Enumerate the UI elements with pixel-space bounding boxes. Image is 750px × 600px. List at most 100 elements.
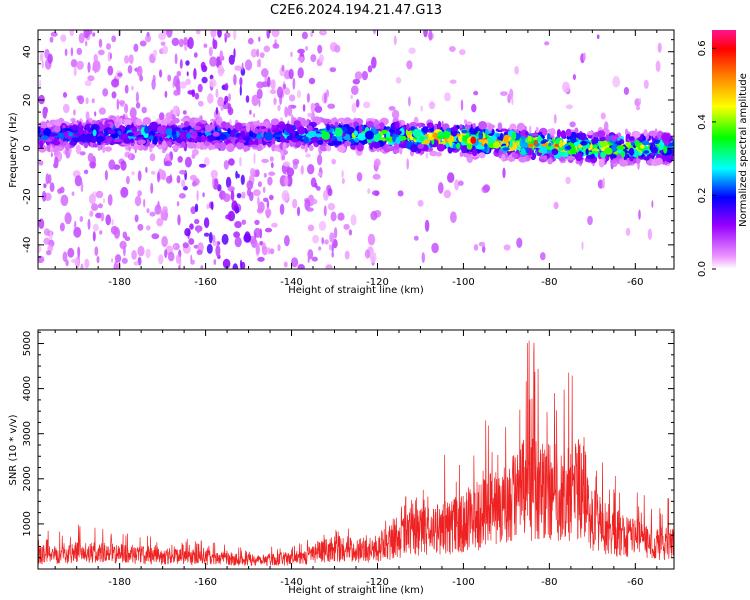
heatmap-speckle: [241, 219, 247, 225]
heatmap-speckle: [184, 228, 191, 237]
heatmap-ridge-cell: [62, 124, 66, 129]
heatmap-speckle: [282, 83, 286, 90]
colorbar: 0.0 0.2 0.4 0.6 Normalized spectral amplitu…: [697, 30, 749, 277]
heatmap-ridge-cell: [315, 133, 323, 138]
heatmap-ridge-cell: [327, 138, 333, 143]
heatmap-ridge-cell: [629, 156, 634, 162]
heatmap-speckle: [79, 151, 86, 156]
heatmap-ridge-cell: [65, 143, 70, 151]
heatmap-speckle: [314, 105, 323, 113]
heatmap-speckle: [165, 209, 168, 221]
heatmap-ridge-cell: [472, 149, 478, 157]
heatmap-speckle: [444, 92, 451, 102]
heatmap-ridge-cell: [218, 133, 227, 140]
heatmap-speckle: [151, 233, 160, 240]
snr-xlabel: Height of straight line (km): [288, 585, 424, 596]
heatmap-speckle: [372, 173, 381, 180]
heatmap-ridge-cell: [180, 141, 186, 148]
heatmap-ridge-cell: [643, 156, 650, 161]
heatmap-speckle: [623, 87, 630, 95]
heatmap-ridge-cell: [200, 136, 206, 142]
heatmap-speckle: [47, 53, 53, 64]
heatmap-ridge-cell: [386, 145, 395, 149]
heatmap-speckle: [323, 205, 327, 217]
heatmap-ridge-cell: [240, 130, 245, 136]
heatmap-speckle: [124, 55, 129, 64]
heatmap-speckle: [70, 117, 76, 123]
heatmap-speckle: [111, 91, 117, 99]
heatmap-ridge-cell: [535, 126, 539, 134]
heatmap-speckle: [317, 44, 323, 54]
heatmap-speckle: [257, 181, 262, 188]
heatmap-ridge-cell: [668, 142, 674, 147]
heatmap-ridge-cell: [119, 117, 123, 126]
heatmap-ridge-cell: [536, 137, 543, 142]
heatmap-ridge-cell: [534, 140, 538, 146]
colorbar-gradient: [712, 30, 736, 269]
heatmap-speckle: [438, 182, 444, 194]
heatmap-speckle: [220, 106, 224, 111]
heatmap-speckle: [102, 88, 109, 97]
heatmap-speckle: [253, 152, 256, 165]
heatmap-speckle: [158, 254, 164, 265]
heatmap-ridge-cell: [248, 139, 254, 146]
heatmap-ridge-cell: [249, 144, 259, 148]
heatmap-ridge-cell: [570, 131, 577, 139]
heatmap-speckle: [75, 144, 82, 155]
heatmap-ridge-cell: [106, 136, 113, 142]
heatmap-ridge-cell: [487, 124, 496, 129]
heatmap-speckle: [106, 43, 111, 50]
colorbar-ticks: 0.0 0.2 0.4 0.6: [697, 40, 716, 277]
heatmap-speckle: [221, 233, 229, 245]
heatmap-speckle: [596, 34, 600, 39]
heatmap-speckle: [421, 252, 425, 264]
heatmap-speckle: [319, 54, 324, 63]
heatmap-speckle: [77, 95, 85, 105]
heatmap-speckle: [200, 61, 206, 70]
x-tick-label: -180: [108, 277, 131, 288]
heatmap-ridge-cell: [650, 146, 658, 154]
heatmap-speckle: [108, 159, 116, 170]
heatmap-speckle: [267, 176, 273, 186]
heatmap-speckle: [216, 241, 221, 246]
heatmap-ridge-cell: [235, 123, 242, 129]
heatmap-speckle: [62, 92, 68, 98]
heatmap-speckle: [157, 171, 160, 183]
heatmap-speckle: [249, 168, 256, 177]
heatmap-speckle: [94, 246, 99, 257]
heatmap-ridge-cell: [157, 145, 163, 150]
heatmap-ridge-cell: [297, 126, 306, 135]
heatmap-speckle: [80, 181, 84, 193]
heatmap-speckle: [367, 188, 371, 194]
heatmap-speckle: [74, 220, 77, 230]
heatmap-speckle: [71, 258, 79, 264]
heatmap-speckle: [544, 41, 550, 46]
heatmap-speckle: [196, 249, 203, 255]
heatmap-speckle: [297, 89, 301, 99]
heatmap-speckle: [277, 244, 281, 252]
heatmap-speckle: [241, 191, 246, 199]
heatmap-speckle: [209, 74, 214, 80]
heatmap-speckle: [516, 237, 523, 248]
heatmap-ridge-cell: [605, 134, 610, 142]
heatmap-speckle: [119, 240, 127, 250]
heatmap-speckle: [59, 222, 65, 232]
heatmap-speckle: [77, 246, 81, 258]
heatmap-ridge-cell: [450, 127, 459, 132]
heatmap-ridge-cell: [663, 145, 668, 154]
heatmap-speckle: [393, 35, 397, 46]
heatmap-speckle: [98, 107, 106, 115]
heatmap-speckle: [146, 208, 150, 214]
heatmap-ridge-cell: [254, 128, 259, 135]
heatmap-ridge-cell: [344, 140, 352, 147]
x-tick-label: -60: [627, 577, 643, 588]
heatmap-speckle: [597, 179, 604, 189]
heatmap-ridge-cell: [511, 153, 519, 159]
heatmap-ridge-cell: [142, 117, 151, 125]
heatmap-speckle: [324, 92, 327, 104]
figure-title: C2E6.2024.194.21.47.G13: [270, 3, 442, 18]
heatmap-speckle: [457, 180, 464, 186]
heatmap-speckle: [135, 102, 141, 109]
heatmap-speckle: [141, 106, 147, 114]
heatmap-speckle: [269, 89, 277, 95]
